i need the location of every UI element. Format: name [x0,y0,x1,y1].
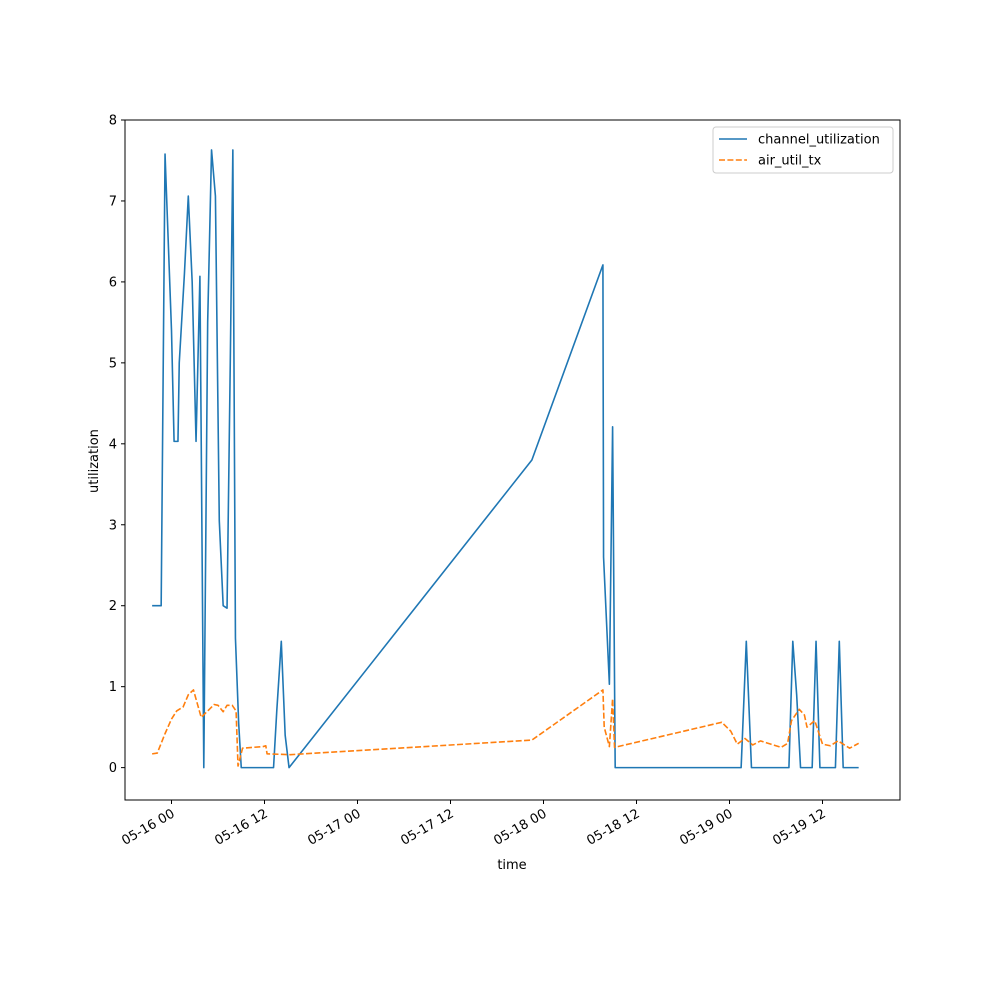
series-line-channel-utilization [152,149,859,769]
series-line-air-util-tx [152,689,860,767]
axes-frame [124,119,901,801]
y-tick-label: 3 [109,518,117,533]
legend-label: air_util_tx [758,154,822,169]
x-axis-title: time [497,858,526,873]
legend: channel_utilization air_util_tx [712,126,894,174]
y-tick-label: 7 [109,194,117,209]
y-tick-label: 8 [109,114,117,129]
y-axis-title: utilization [87,429,102,493]
y-tick-label: 6 [109,275,117,290]
y-tick-label: 4 [109,437,117,452]
legend-box [712,126,894,174]
series-layer [152,149,860,769]
y-tick-label: 0 [109,761,117,776]
legend-label: channel_utilization [758,133,880,148]
y-tick-label: 1 [109,680,117,695]
y-tick-label: 2 [109,599,117,614]
y-tick-label: 5 [109,356,117,371]
